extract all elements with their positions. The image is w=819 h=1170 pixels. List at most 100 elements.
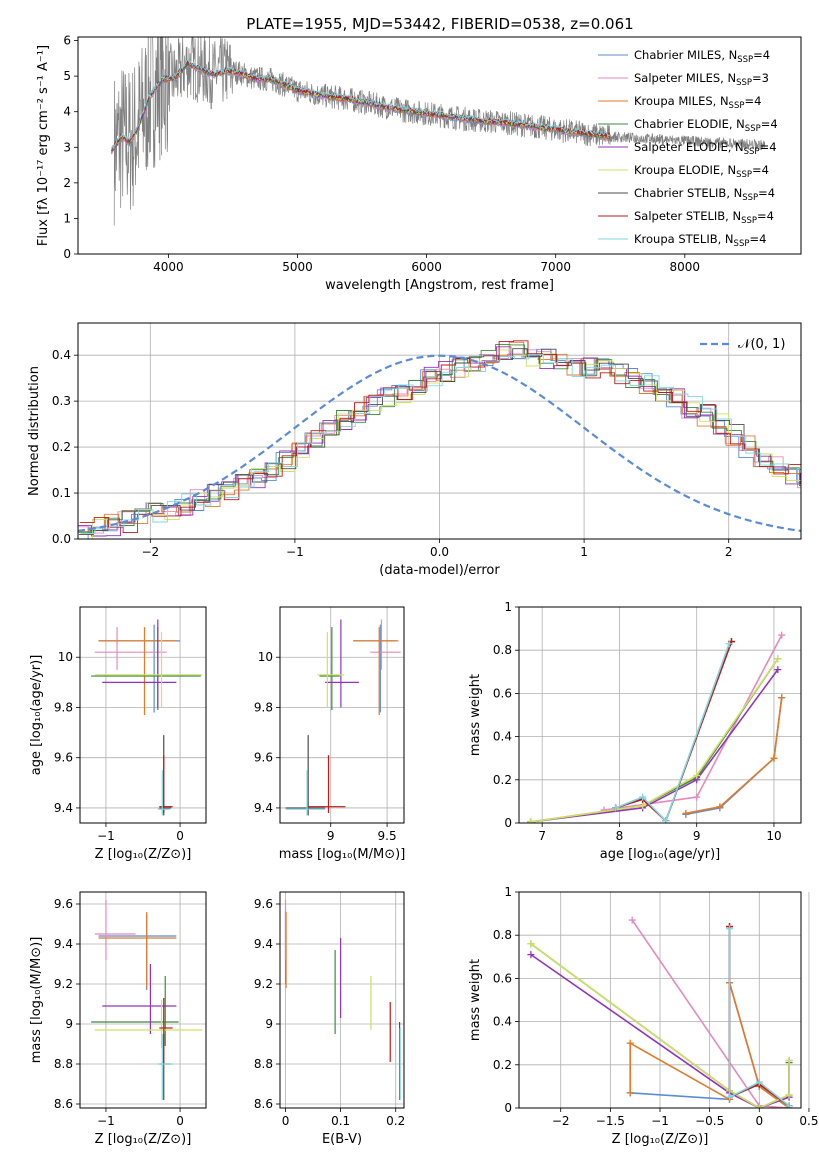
plot-area — [284, 900, 401, 1100]
weight-point-salpeter-miles — [693, 793, 701, 801]
legend-label-text: Salpeter ELODIE, N — [634, 140, 744, 154]
x-tick-label: 9 — [693, 829, 701, 843]
residuals-legend: 𝒩(0, 1) — [700, 337, 785, 352]
y-tick-label: 9.6 — [54, 751, 73, 765]
legend-label-suffix: =4 — [761, 117, 778, 131]
legend-label-subscript: SSP — [734, 239, 750, 249]
axes-frame — [279, 606, 405, 824]
x-axis-label: mass [log₁₀(M/M⊙)] — [279, 847, 406, 862]
legend-label-salpeter-elodie: Salpeter ELODIE, NSSP=4 — [634, 140, 777, 157]
age-vs-mass-panel: 9 9.5 9.4 9.6 9.8 10 mass [log₁₀(M/M⊙)] — [254, 606, 406, 862]
y-tick-label: 0.8 — [493, 643, 512, 657]
y-tick-label: 0 — [63, 247, 71, 261]
y-tick-label: 0 — [504, 816, 512, 830]
x-tick-label: 0.1 — [331, 1114, 350, 1128]
legend-label-suffix: =4 — [752, 163, 769, 177]
weight-point-salpeter-elodie — [774, 666, 782, 674]
plot-area — [285, 619, 401, 816]
y-tick-label: 0.2 — [493, 773, 512, 787]
x-axis-label: (data-model)/error — [379, 563, 500, 578]
weight-point-kroupa-stelib — [662, 817, 670, 823]
weight-point-kroupa-miles — [778, 694, 786, 702]
legend-label-text: Kroupa ELODIE, N — [634, 163, 736, 177]
x-tick-label: 0 — [282, 1114, 290, 1128]
plot-area — [91, 619, 203, 816]
weight-line-salpeter-elodie — [530, 669, 779, 823]
y-tick-label: 1 — [63, 211, 71, 225]
weight-line-salpeter-miles — [603, 634, 783, 811]
x-tick-label: −2 — [552, 1114, 570, 1128]
residual-histogram-salpeter-stelib — [79, 340, 801, 534]
weight-line-kroupa-elodie — [530, 943, 790, 1108]
y-tick-label: 0.6 — [493, 971, 512, 985]
plot-area — [78, 340, 801, 539]
observed-spectrum-line — [113, 37, 766, 226]
y-tick-label: 1 — [504, 885, 512, 899]
axes-frame — [77, 36, 802, 255]
y-tick-label: 6 — [63, 34, 71, 48]
x-axis-label: Z [log₁₀(Z/Z⊙)] — [95, 847, 192, 862]
y-tick-label: 0.2 — [52, 440, 71, 454]
weight-point-kroupa-stelib — [639, 793, 647, 801]
weight-line-kroupa-stelib — [728, 928, 790, 1107]
legend-label-subscript: SSP — [736, 170, 752, 180]
residual-histogram-salpeter-miles — [78, 349, 801, 534]
x-tick-label: 0.0 — [430, 545, 449, 559]
residual-histogram-chabrier-stelib — [78, 348, 801, 536]
x-tick-label: −2 — [141, 545, 159, 559]
y-tick-label: 9.2 — [54, 977, 73, 991]
weight-point-kroupa-stelib — [755, 1078, 763, 1086]
legend-label-salpeter-stelib: Salpeter STELIB, NSSP=4 — [634, 209, 774, 226]
y-tick-label: 0.4 — [493, 1015, 512, 1029]
weight-point-kroupa-miles — [626, 1039, 634, 1047]
weight-point-kroupa-stelib — [785, 1102, 793, 1108]
legend-label-suffix: =4 — [758, 186, 775, 200]
y-tick-label: 8.6 — [54, 1097, 73, 1111]
y-tick-label: 0.3 — [52, 394, 71, 408]
x-tick-label: 6000 — [411, 260, 442, 274]
legend-label-chabrier-stelib: Chabrier STELIB, NSSP=4 — [634, 186, 775, 203]
axes-frame — [279, 891, 405, 1109]
y-tick-label: 1 — [504, 600, 512, 614]
weight-point-salpeter-miles — [778, 631, 786, 639]
y-tick-label: 9.6 — [254, 897, 273, 911]
weight-point-kroupa-stelib — [612, 804, 620, 812]
weight-point-kroupa-stelib — [726, 925, 734, 933]
weight-line-chabrier-miles — [685, 697, 783, 816]
spectrum-panel: 4000 5000 6000 7000 8000 0 1 2 3 4 5 6 wavelength [A… — [36, 34, 802, 293]
normal-distribution-curve — [78, 354, 801, 532]
x-tick-label: 8 — [616, 829, 624, 843]
legend-label-suffix: =4 — [760, 140, 777, 154]
legend-label-kroupa-stelib: Kroupa STELIB, NSSP=4 — [634, 232, 766, 249]
x-tick-label: −1 — [97, 1114, 115, 1128]
residual-histogram-kroupa-stelib — [80, 354, 801, 534]
mass-vs-metallicity-panel: −1 0 8.6 8.8 9 9.2 9.4 9.6 Z [log₁₀(Z/Z⊙)] mass [… — [29, 891, 207, 1147]
legend-label-chabrier-elodie: Chabrier ELODIE, NSSP=4 — [634, 117, 778, 134]
legend-label-text: Chabrier ELODIE, N — [634, 117, 745, 131]
y-tick-label: 2 — [63, 176, 71, 190]
residuals-panel: −2 −1 0.0 1 2 0.0 0.1 0.2 0.3 0.4 (data-model)/err… — [27, 322, 802, 578]
plot-area — [527, 631, 786, 823]
y-tick-label: 8.8 — [254, 1057, 273, 1071]
legend-label-text: Salpeter MILES, N — [634, 71, 736, 85]
model-spectrum-kroupa-stelib-line — [111, 59, 610, 150]
residual-histogram-salpeter-elodie — [78, 346, 801, 537]
y-tick-label: 0.1 — [52, 486, 71, 500]
axes-frame — [79, 891, 207, 1109]
legend-label-salpeter-miles: Salpeter MILES, NSSP=3 — [634, 71, 769, 88]
weight-point-kroupa-elodie — [785, 1056, 793, 1064]
y-tick-label: 0.4 — [52, 348, 71, 362]
x-tick-label: 4000 — [153, 260, 184, 274]
x-tick-label: −1 — [651, 1114, 669, 1128]
legend-label-subscript: SSP — [741, 216, 757, 226]
legend-label-subscript: SSP — [742, 193, 758, 203]
x-tick-label: 9 — [327, 829, 335, 843]
x-axis-label: E(B-V) — [322, 1132, 362, 1147]
y-tick-label: 9.8 — [54, 700, 73, 714]
weight-point-kroupa-miles — [716, 803, 724, 811]
weight-vs-age-panel: 7 8 9 10 0 0.2 0.4 0.6 0.8 1 age [log₁₀(age/yr)] ma… — [468, 600, 802, 862]
legend-label-subscript: SSP — [744, 147, 760, 157]
x-tick-label: 9.5 — [378, 829, 397, 843]
legend-label-text: Salpeter STELIB, N — [634, 209, 741, 223]
